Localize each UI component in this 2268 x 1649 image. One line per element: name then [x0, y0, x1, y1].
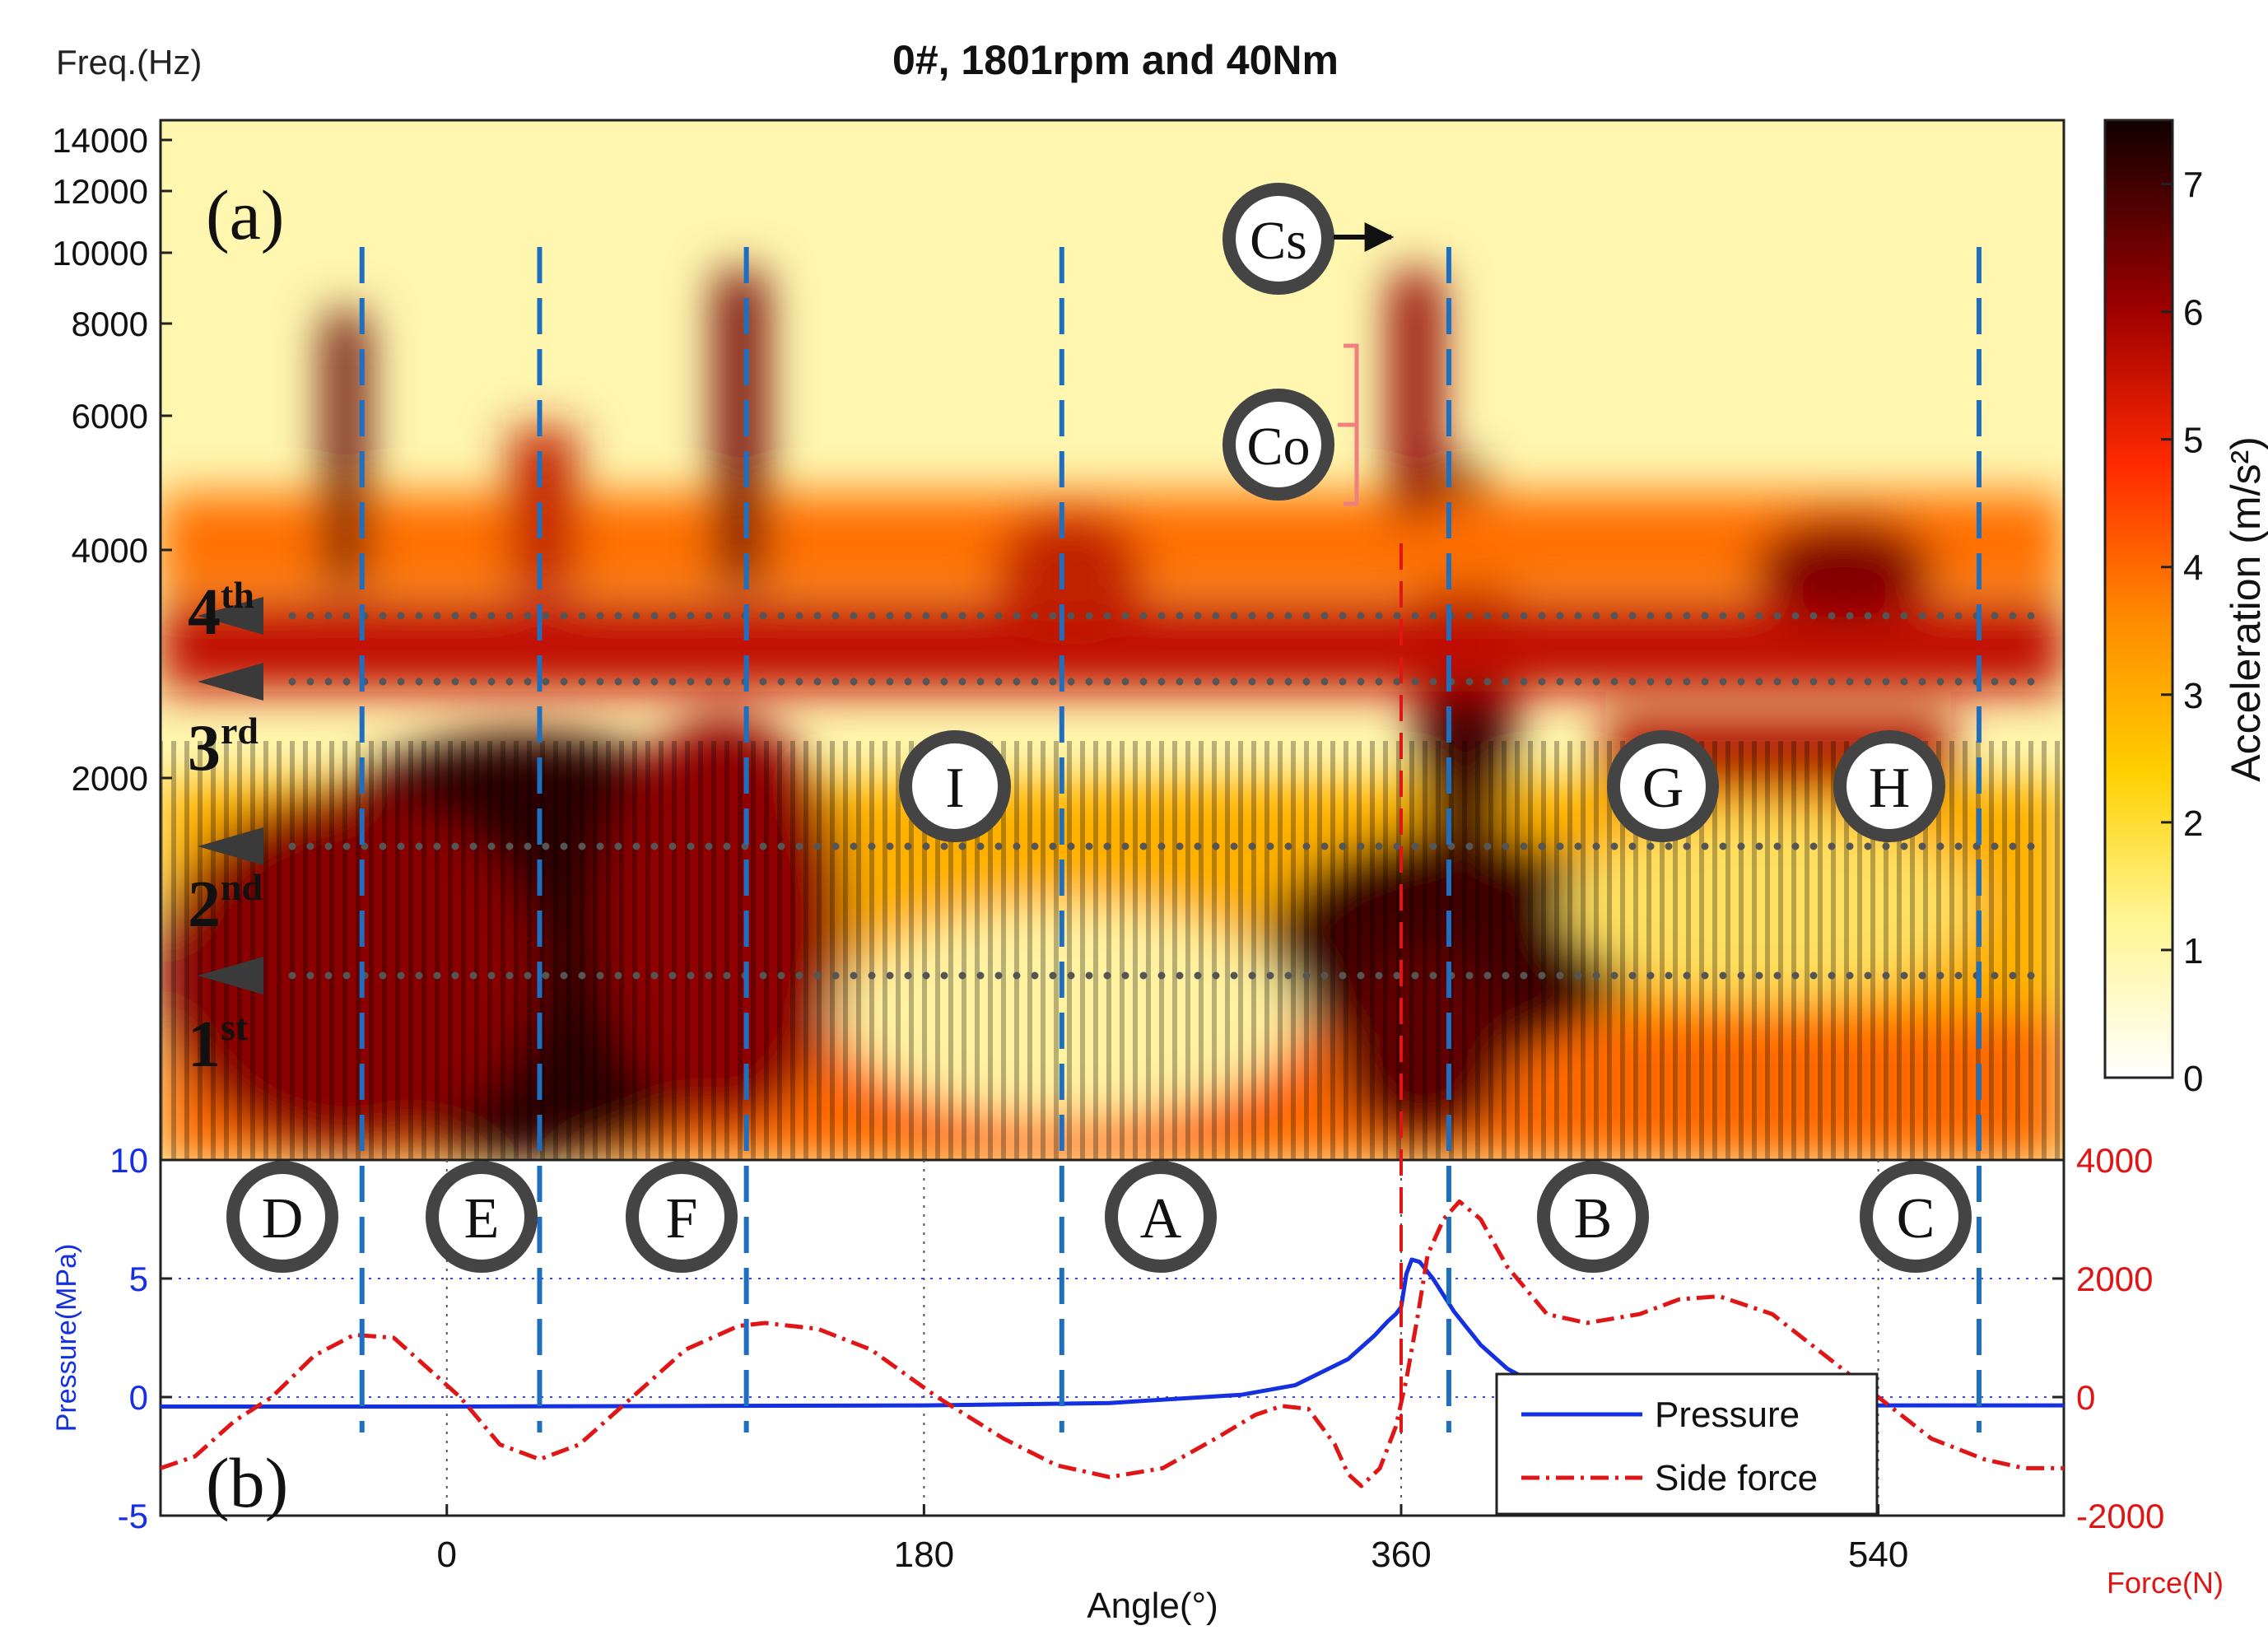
- harmonic-guides: [288, 612, 2037, 980]
- freq-tick-label-14000: 14000: [52, 121, 148, 160]
- y1-tick-label-0: 0: [129, 1378, 148, 1417]
- svg-text:B: B: [1574, 1187, 1613, 1251]
- freq-tick-label-10000: 10000: [52, 234, 148, 273]
- harmonic-arrow-3rd: [198, 663, 263, 701]
- colorbar-tick-label-0: 0: [2183, 1059, 2203, 1099]
- svg-text:D: D: [262, 1187, 304, 1251]
- event-marker-E: E: [426, 1161, 538, 1273]
- y1-tick-label--5: -5: [118, 1497, 148, 1535]
- y2-tick-label--2000: -2000: [2076, 1497, 2164, 1535]
- x-tick-label-540: 540: [1848, 1535, 1908, 1575]
- pressure-axis-ticks: -5 0 5 10: [109, 1141, 172, 1535]
- colorbar-tick-label-2: 2: [2183, 804, 2203, 844]
- x-axis-label: Angle(°): [1087, 1586, 1218, 1626]
- panel-label-a: (a): [206, 175, 284, 254]
- x-tick-label-0: 0: [437, 1535, 457, 1575]
- event-marker-G: G: [1607, 730, 1719, 842]
- event-markers: I G H Cs Co D E F: [226, 183, 1972, 1273]
- event-marker-A: A: [1105, 1161, 1217, 1273]
- event-marker-Co: Co: [1222, 343, 1359, 506]
- colorbar-tick-label-4: 4: [2183, 548, 2203, 589]
- svg-text:Co: Co: [1246, 417, 1310, 477]
- harmonic-arrow-2nd: [198, 827, 263, 865]
- colorbar-ticks: 0 1 2 3 4 5 6 7: [2161, 165, 2203, 1099]
- series-line-side-force: [161, 1199, 2064, 1488]
- colorbar-label: Acceleration (m/s²): [2223, 436, 2268, 782]
- y-axis-label-frequency: Freq.(Hz): [56, 43, 202, 82]
- harmonic-arrow-4th: [198, 597, 263, 635]
- harmonic-label-3rd: 3rd: [188, 710, 258, 785]
- colorbar-tick-label-6: 6: [2183, 293, 2203, 333]
- x-tick-label-360: 360: [1371, 1535, 1431, 1575]
- freq-tick-label-8000: 8000: [72, 305, 148, 343]
- colorbar: 0 1 2 3 4 5 6 7 Acceleration (m/s²): [2103, 119, 2268, 1099]
- freq-tick-label-6000: 6000: [72, 397, 148, 436]
- colorbar-tick-label-3: 3: [2183, 676, 2203, 716]
- event-marker-H: H: [1833, 730, 1945, 842]
- force-axis-ticks: -2000 0 2000 4000: [2052, 1141, 2164, 1535]
- y2-axis-label: Force(N): [2107, 1566, 2224, 1600]
- svg-text:E: E: [464, 1187, 500, 1251]
- svg-text:G: G: [1642, 757, 1684, 820]
- harmonic-labels: 4th 3rd 2nd 1st: [188, 574, 263, 1081]
- spectrogram-panel: [161, 120, 2064, 1160]
- colorbar-tick-label-1: 1: [2183, 931, 2203, 971]
- panel-label-b: (b): [206, 1443, 288, 1522]
- harmonic-label-4th: 4th: [188, 574, 254, 649]
- event-marker-B: B: [1537, 1161, 1649, 1273]
- event-lines: [359, 247, 1982, 1432]
- x-ticks: 0 180 360 540: [437, 1504, 1908, 1575]
- freq-tick-label-2000: 2000: [72, 759, 148, 798]
- chart-title: 0#, 1801rpm and 40Nm: [892, 37, 1339, 83]
- legend: Pressure Side force: [1495, 1372, 1879, 1516]
- colorbar-tick-label-7: 7: [2183, 165, 2203, 206]
- event-marker-F: F: [626, 1161, 738, 1273]
- svg-text:H: H: [1869, 757, 1911, 820]
- svg-text:A: A: [1140, 1187, 1182, 1251]
- event-marker-C: C: [1860, 1161, 1972, 1273]
- spectrogram-y-ticks: 2000 4000 6000 8000 10000 12000 14000: [52, 121, 172, 798]
- y1-tick-label-5: 5: [129, 1260, 148, 1298]
- y1-tick-label-10: 10: [109, 1141, 148, 1180]
- legend-label-pressure: Pressure: [1655, 1395, 1800, 1435]
- x-tick-label-180: 180: [894, 1535, 954, 1575]
- freq-tick-label-4000: 4000: [72, 531, 148, 570]
- colorbar-gradient: [2103, 119, 2174, 1079]
- harmonic-label-2nd: 2nd: [188, 866, 263, 941]
- svg-text:F: F: [666, 1187, 698, 1251]
- y2-tick-label-0: 0: [2076, 1378, 2095, 1417]
- freq-tick-label-12000: 12000: [52, 172, 148, 211]
- colorbar-tick-label-5: 5: [2183, 421, 2203, 461]
- svg-text:C: C: [1897, 1187, 1935, 1251]
- event-marker-I: I: [899, 730, 1011, 842]
- event-marker-D: D: [226, 1161, 338, 1273]
- harmonic-arrows: [198, 597, 263, 995]
- legend-label-side-force: Side force: [1655, 1458, 1818, 1498]
- harmonic-arrow-1st: [198, 957, 263, 995]
- svg-text:I: I: [945, 757, 964, 820]
- event-marker-Cs: Cs: [1222, 183, 1395, 295]
- svg-text:Cs: Cs: [1250, 211, 1307, 271]
- y2-tick-label-2000: 2000: [2076, 1260, 2153, 1298]
- y2-tick-label-4000: 4000: [2076, 1141, 2153, 1180]
- y1-axis-label: Pressure(MPa): [51, 1244, 82, 1432]
- harmonic-label-1st: 1st: [188, 1006, 249, 1081]
